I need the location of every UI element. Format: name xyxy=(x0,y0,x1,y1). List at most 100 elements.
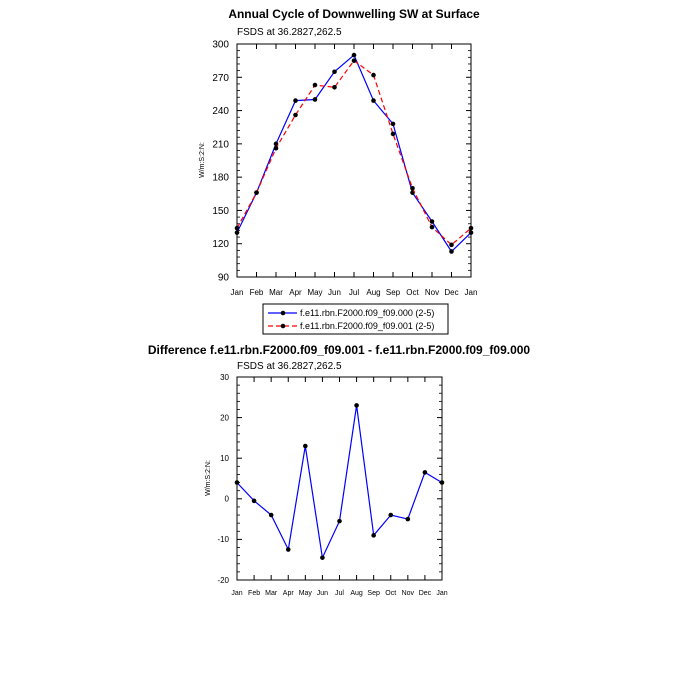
x-tick-label: Feb xyxy=(248,590,260,597)
series-line-1 xyxy=(236,54,472,253)
data-point xyxy=(449,242,454,248)
data-point xyxy=(371,98,376,103)
x-tick-label: May xyxy=(307,288,322,297)
data-point xyxy=(410,185,415,191)
y-tick-label: 240 xyxy=(212,106,229,117)
data-point xyxy=(405,516,411,522)
legend: f.e11.rbn.F2000.f09_f09.000 (2-5) f.e11.… xyxy=(262,303,449,335)
x-tick-label: Mar xyxy=(265,590,278,597)
x-tick-label: Jan xyxy=(465,288,478,297)
y-tick-label: 300 xyxy=(212,40,229,51)
x-tick-label: Jul xyxy=(335,590,344,597)
data-point xyxy=(234,480,240,485)
y-axis-label: W/m:S:2:N: xyxy=(199,142,206,178)
y-tick-label: 150 xyxy=(212,206,229,217)
x-tick-label: Jan xyxy=(231,590,242,597)
x-tick-label: Jan xyxy=(231,288,244,297)
x-tick-label: Oct xyxy=(385,590,396,597)
chart-subtitle: FSDS at 36.2827,262.5 xyxy=(237,27,342,38)
x-tick-label: Jun xyxy=(317,590,328,597)
x-tick-label: Jan xyxy=(436,590,447,597)
data-point xyxy=(254,190,259,195)
data-point xyxy=(337,518,342,524)
data-point xyxy=(332,84,337,90)
data-point xyxy=(268,512,274,518)
chart-title: Difference f.e11.rbn.F2000.f09_f09.001 -… xyxy=(148,343,531,357)
data-point xyxy=(351,58,357,63)
y-tick-label: 180 xyxy=(212,173,229,184)
data-point xyxy=(312,82,318,88)
y-tick-label: 90 xyxy=(218,273,230,284)
y-tick-label: 0 xyxy=(225,495,230,504)
data-point xyxy=(293,112,298,118)
data-point xyxy=(234,225,240,231)
axis-ticks: Jan Feb Mar Apr May Jun Jul Aug Sep Oct Nov Dec Jan9… xyxy=(212,40,477,298)
legend-marker-series-2 xyxy=(280,323,286,329)
x-tick-label: Nov xyxy=(402,590,415,597)
data-point xyxy=(273,141,279,147)
legend-marker-series-1 xyxy=(280,310,286,316)
chart-title: Annual Cycle of Downwelling SW at Surfac… xyxy=(228,7,480,21)
plot-frame xyxy=(236,376,443,581)
x-tick-label: Aug xyxy=(350,590,363,597)
y-tick-label: 210 xyxy=(212,139,229,150)
y-tick-label: 30 xyxy=(220,373,229,382)
data-point xyxy=(332,69,337,75)
data-point xyxy=(234,230,240,235)
data-point xyxy=(303,443,308,449)
data-point xyxy=(312,97,318,102)
data-point xyxy=(390,121,396,127)
y-tick-label: 120 xyxy=(212,239,229,250)
y-tick-label: 20 xyxy=(220,413,229,422)
annual-cycle-chart: Annual Cycle of Downwelling SW at Surfac… xyxy=(199,7,480,335)
y-tick-label: -10 xyxy=(217,535,229,544)
data-point xyxy=(429,219,435,224)
data-point xyxy=(285,547,291,552)
data-point xyxy=(429,224,435,230)
difference-chart: Difference f.e11.rbn.F2000.f09_f09.001 -… xyxy=(148,343,531,597)
x-tick-label: Sep xyxy=(367,590,380,597)
data-point xyxy=(371,533,376,538)
legend-entry-series-1: f.e11.rbn.F2000.f09_f09.000 (2-5) xyxy=(300,308,434,318)
data-point xyxy=(273,145,279,151)
x-tick-label: Sep xyxy=(386,288,401,297)
data-point xyxy=(351,52,357,58)
x-tick-label: Apr xyxy=(283,590,295,597)
x-tick-label: Mar xyxy=(269,288,283,297)
legend-box xyxy=(262,303,449,335)
data-point xyxy=(468,230,474,235)
data-point xyxy=(449,249,454,254)
x-tick-label: Feb xyxy=(250,288,264,297)
x-tick-label: May xyxy=(299,590,313,597)
data-point xyxy=(354,403,359,408)
data-point xyxy=(320,555,325,560)
x-tick-label: Nov xyxy=(425,288,439,297)
series-group xyxy=(234,52,474,254)
data-point xyxy=(251,498,257,504)
data-point xyxy=(388,512,394,518)
y-tick-label: 270 xyxy=(212,73,229,84)
y-tick-label: -20 xyxy=(217,576,229,585)
data-point xyxy=(371,72,376,78)
legend-entry-series-2: f.e11.rbn.F2000.f09_f09.001 (2-5) xyxy=(300,321,434,331)
x-tick-label: Dec xyxy=(419,590,432,597)
data-point xyxy=(422,470,428,475)
data-point xyxy=(468,225,474,231)
chart-subtitle: FSDS at 36.2827,262.5 xyxy=(237,361,342,372)
data-point xyxy=(390,131,396,137)
data-point xyxy=(439,480,445,485)
x-tick-label: Jun xyxy=(328,288,341,297)
x-tick-label: Aug xyxy=(366,288,380,297)
x-tick-label: Dec xyxy=(444,288,458,297)
axis-ticks: Jan Feb Mar Apr May Jun Jul Aug Sep Oct Nov Dec Jan-… xyxy=(217,373,447,597)
x-tick-label: Oct xyxy=(406,288,419,297)
series-line-1 xyxy=(236,405,443,560)
y-axis-label: W/m:S:2:N: xyxy=(205,460,212,496)
y-tick-label: 10 xyxy=(220,454,229,463)
series-group xyxy=(234,403,445,560)
x-tick-label: Jul xyxy=(349,288,359,297)
data-point xyxy=(293,98,298,103)
x-tick-label: Apr xyxy=(289,288,302,297)
plot-frame xyxy=(236,43,472,278)
